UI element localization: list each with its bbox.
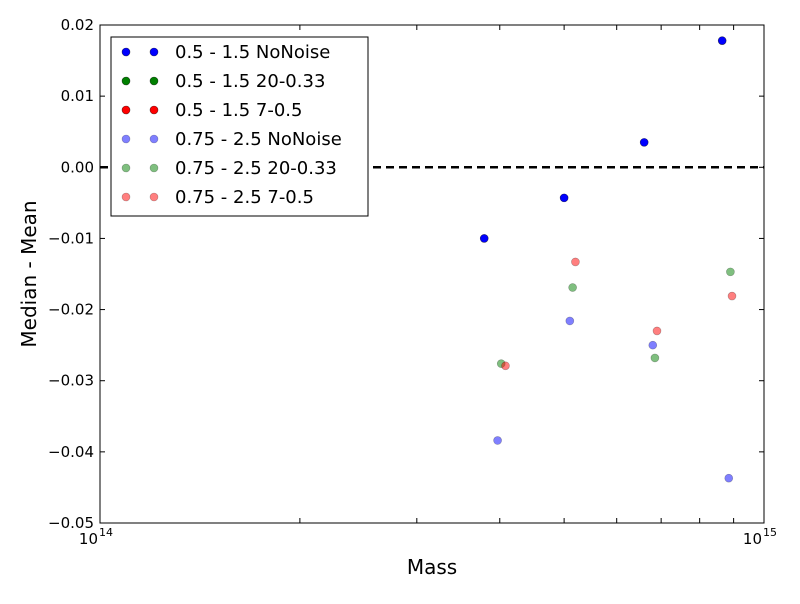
data-point	[639, 138, 649, 147]
legend-entry: 0.75 - 2.5 20-0.33	[121, 158, 337, 179]
points-layer	[479, 36, 737, 483]
legend-marker	[121, 192, 131, 202]
data-point	[724, 473, 734, 483]
legend-label: 0.75 - 2.5 NoNoise	[175, 129, 342, 150]
x-tick-label: 10 14	[79, 526, 113, 548]
data-point	[726, 267, 735, 277]
legend-label: 0.5 - 1.5 7-0.5	[175, 100, 303, 121]
data-point	[571, 257, 580, 267]
legend-entry: 0.5 - 1.5 20-0.33	[121, 71, 325, 92]
legend-entry: 0.75 - 2.5 NoNoise	[121, 129, 342, 150]
legend-marker	[121, 47, 131, 57]
legend-label: 0.75 - 2.5 7-0.5	[175, 187, 314, 208]
legend-marker	[149, 163, 159, 173]
series-5	[501, 257, 737, 371]
data-point	[727, 291, 737, 301]
legend-marker	[149, 192, 159, 202]
data-point	[650, 353, 660, 363]
legend-label: 0.75 - 2.5 20-0.33	[175, 158, 337, 179]
data-point	[501, 361, 510, 371]
legend-marker	[121, 105, 131, 115]
x-tick-label-exponent: 15	[763, 526, 777, 539]
legend-entry: 0.75 - 2.5 7-0.5	[121, 187, 314, 208]
legend-box	[110, 36, 369, 217]
legend-marker	[149, 134, 159, 144]
x-tick-label: 10 15	[743, 526, 777, 548]
data-point	[559, 193, 569, 203]
series-3	[493, 316, 734, 483]
legend-marker	[121, 163, 131, 173]
legend-marker	[121, 76, 131, 86]
y-tick-label: 0.02	[61, 16, 94, 34]
legend-label: 0.5 - 1.5 NoNoise	[175, 42, 330, 63]
y-tick-label: −0.01	[48, 229, 94, 247]
legend-marker	[149, 76, 159, 86]
legend-marker	[149, 105, 159, 115]
data-point	[565, 316, 575, 326]
data-point	[652, 326, 662, 336]
series-0	[479, 36, 727, 243]
y-tick-label: 0.00	[61, 158, 94, 176]
x-tick-label-base: 10	[79, 530, 98, 548]
y-axis-label: Median - Mean	[17, 200, 41, 347]
data-point	[479, 234, 489, 243]
y-tick-label: 0.01	[61, 87, 94, 105]
legend-marker	[121, 134, 131, 144]
x-tick-label-exponent: 14	[99, 526, 113, 539]
y-tick-label: −0.03	[48, 372, 94, 390]
data-point	[568, 283, 577, 292]
y-tick-label: −0.05	[48, 514, 94, 532]
series-4	[496, 267, 735, 368]
legend-label: 0.5 - 1.5 20-0.33	[175, 71, 325, 92]
y-tick-label: −0.02	[48, 301, 94, 319]
data-point	[717, 36, 727, 45]
legend-entry: 0.5 - 1.5 NoNoise	[121, 42, 330, 63]
data-point	[648, 340, 658, 350]
x-axis-label: Mass	[407, 555, 457, 579]
y-tick-label: −0.04	[48, 443, 94, 461]
legend: 0.5 - 1.5 NoNoise 0.5 - 1.5 20-0.33 0.5 - …	[110, 36, 369, 217]
data-point	[493, 436, 502, 445]
legend-marker	[149, 47, 159, 57]
x-tick-label-base: 10	[743, 530, 762, 548]
legend-entry: 0.5 - 1.5 7-0.5	[121, 100, 303, 121]
